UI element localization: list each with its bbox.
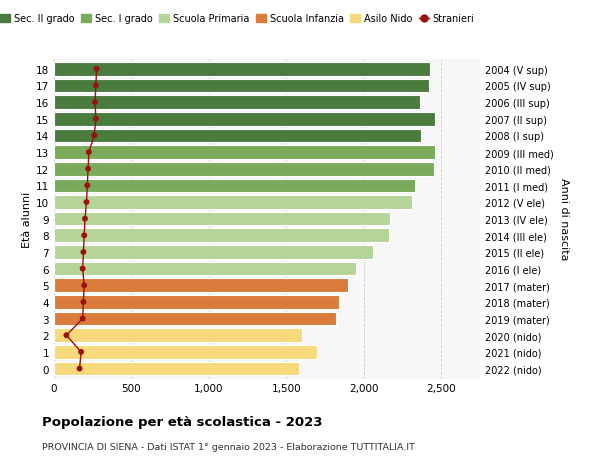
Bar — [54, 246, 373, 259]
Text: PROVINCIA DI SIENA - Dati ISTAT 1° gennaio 2023 - Elaborazione TUTTITALIA.IT: PROVINCIA DI SIENA - Dati ISTAT 1° genna… — [42, 442, 415, 451]
Bar — [54, 63, 430, 77]
Bar — [54, 146, 435, 160]
Point — [75, 365, 85, 372]
Point — [79, 282, 89, 289]
Point — [62, 332, 71, 339]
Bar — [54, 229, 389, 243]
Point — [82, 199, 91, 206]
Point — [79, 249, 88, 256]
Bar — [54, 112, 435, 126]
Point — [91, 83, 101, 90]
Point — [84, 149, 94, 157]
Point — [80, 216, 90, 223]
Bar — [54, 262, 356, 276]
Point — [79, 232, 89, 240]
Point — [83, 166, 93, 173]
Bar — [54, 312, 336, 326]
Bar — [54, 196, 412, 209]
Point — [76, 348, 86, 356]
Point — [89, 133, 99, 140]
Point — [83, 182, 92, 190]
Point — [78, 265, 88, 273]
Bar — [54, 213, 390, 226]
Bar — [54, 79, 429, 93]
Text: Popolazione per età scolastica - 2023: Popolazione per età scolastica - 2023 — [42, 415, 323, 428]
Point — [79, 298, 88, 306]
Point — [78, 315, 88, 323]
Bar — [54, 279, 349, 292]
Bar — [54, 96, 419, 110]
Y-axis label: Anni di nascita: Anni di nascita — [559, 178, 569, 260]
Legend: Sec. II grado, Sec. I grado, Scuola Primaria, Scuola Infanzia, Asilo Nido, Stran: Sec. II grado, Sec. I grado, Scuola Prim… — [0, 10, 478, 28]
Bar — [54, 296, 339, 309]
Bar — [54, 179, 415, 193]
Point — [92, 66, 101, 73]
Point — [90, 99, 100, 106]
Bar — [54, 329, 302, 342]
Bar — [54, 345, 317, 359]
Y-axis label: Età alunni: Età alunni — [22, 191, 32, 247]
Bar — [54, 362, 299, 375]
Point — [91, 116, 101, 123]
Bar — [54, 162, 434, 176]
Bar — [54, 129, 421, 143]
